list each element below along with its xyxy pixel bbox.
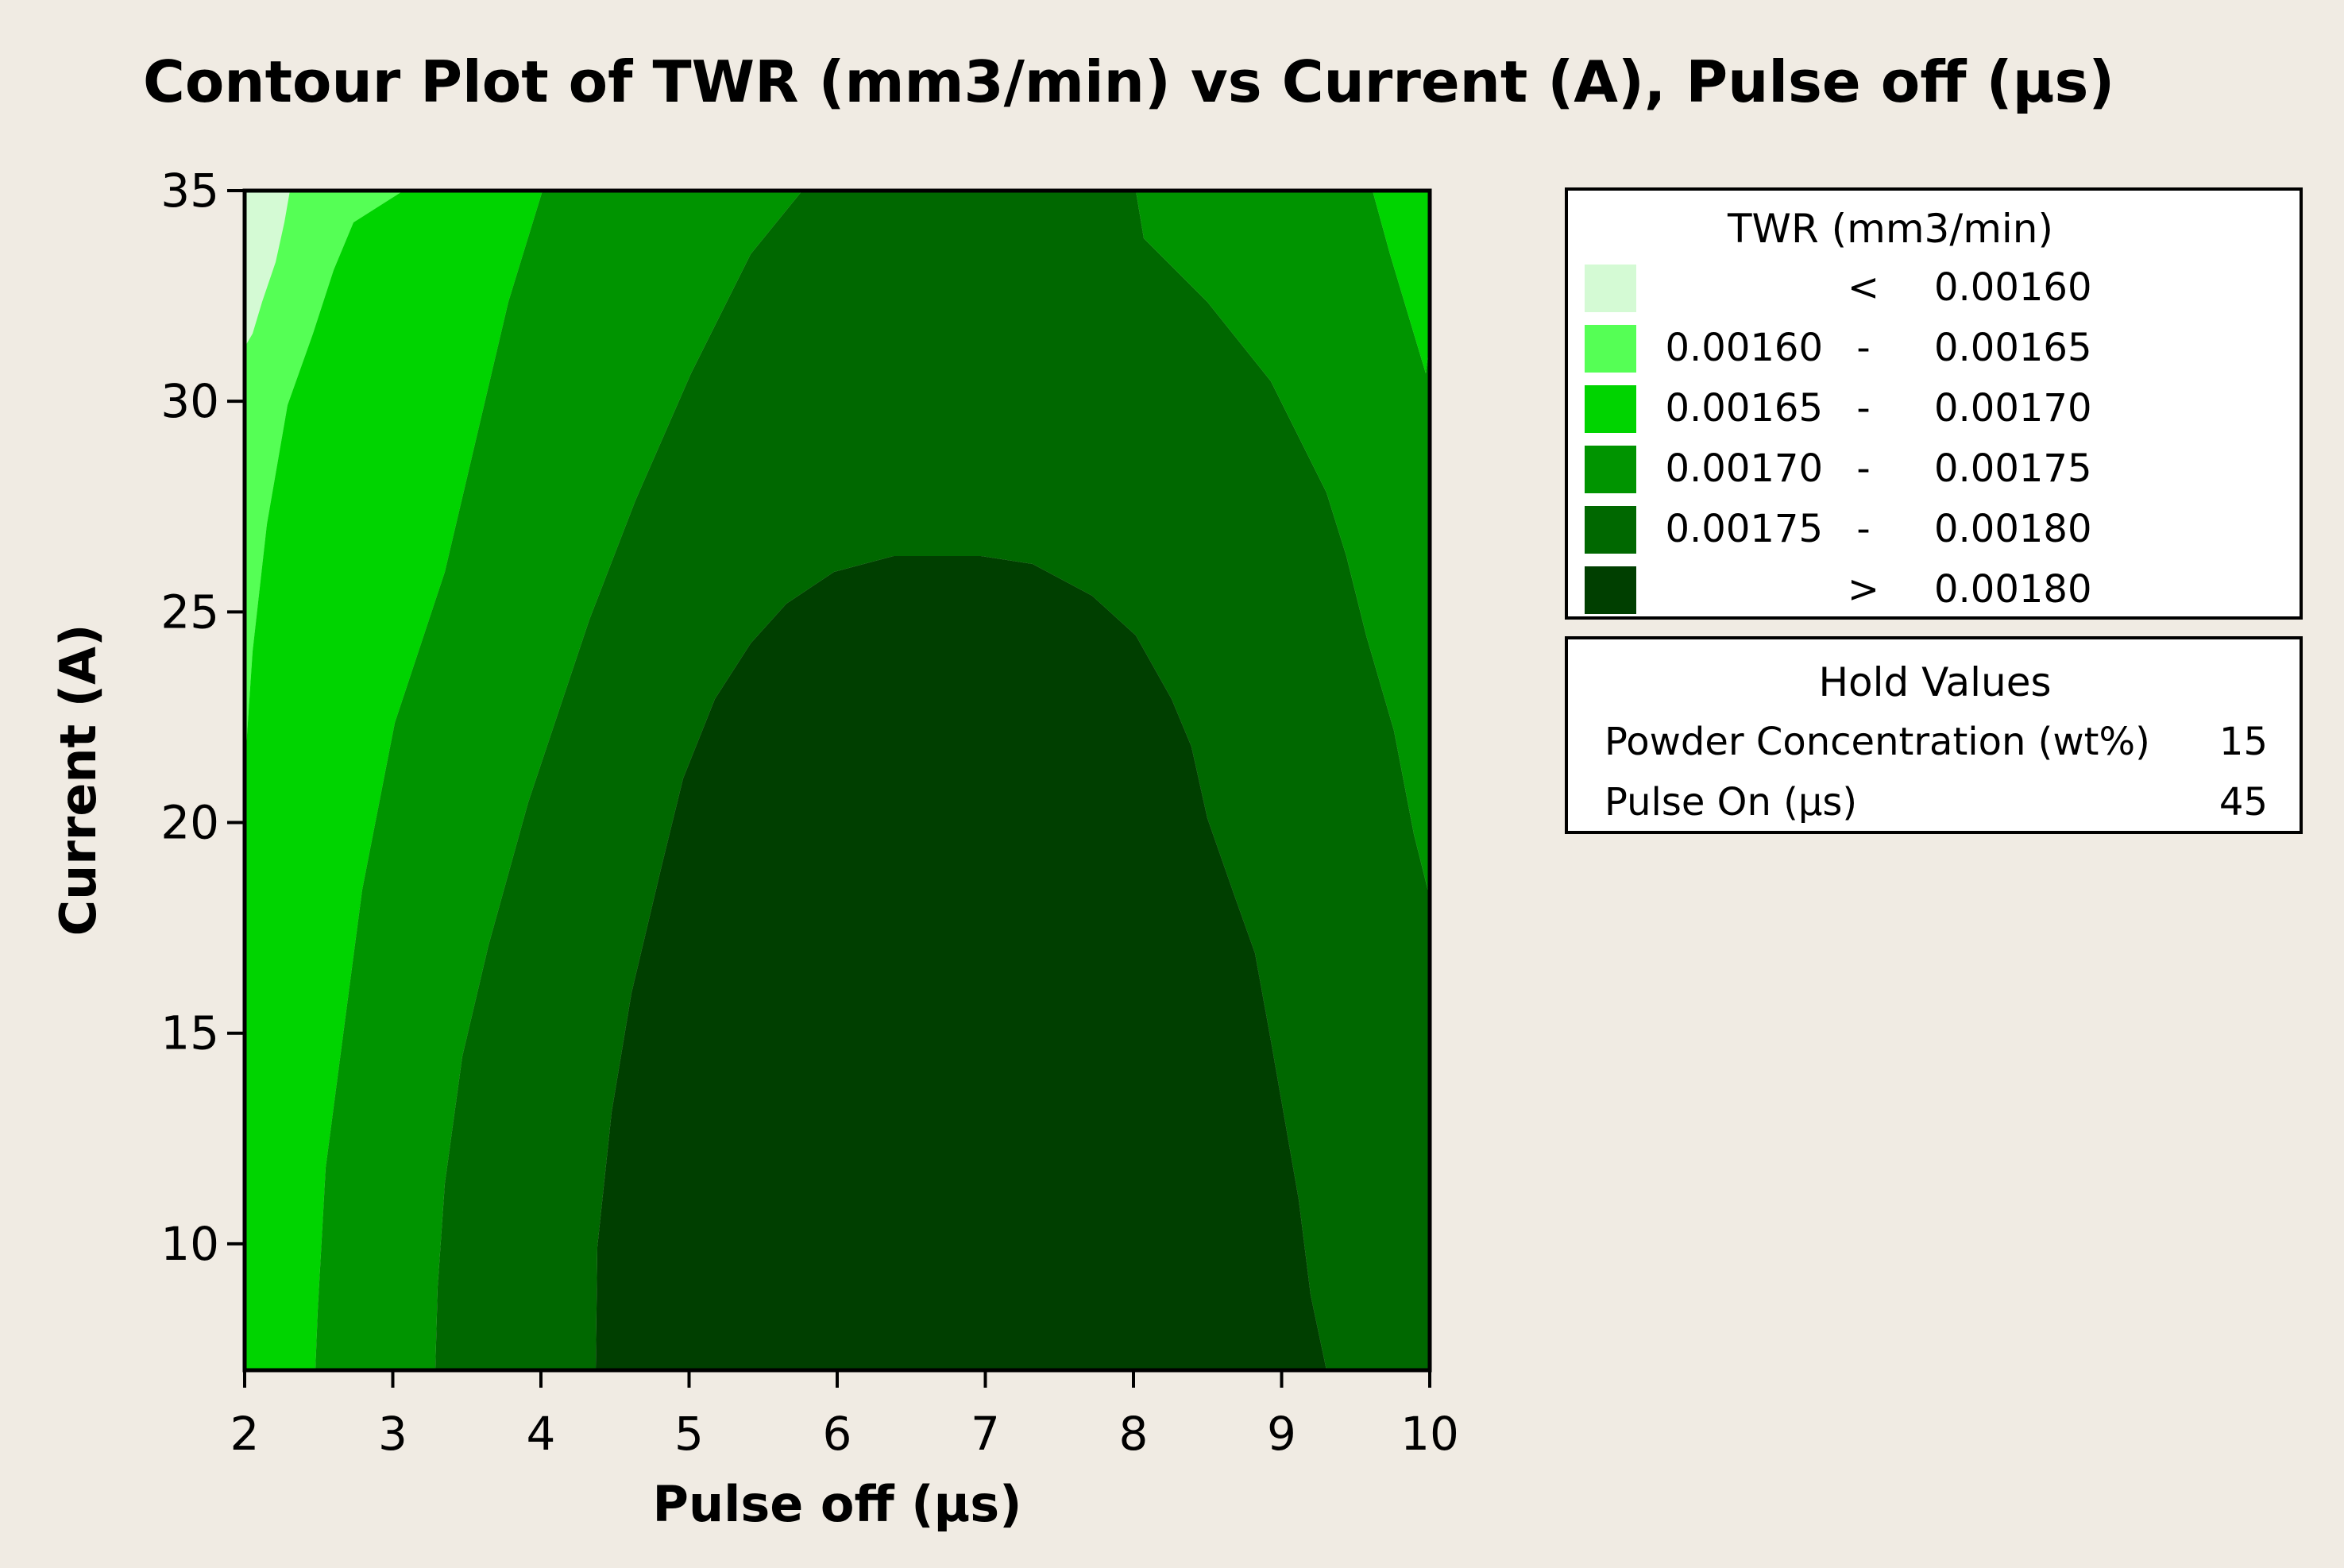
legend-swatch: [1585, 265, 1636, 312]
legend-high: 0.00170: [1934, 386, 2092, 431]
hold-value-number: 45: [2219, 780, 2268, 825]
legend-sep: -: [1856, 386, 1870, 431]
region-lt-0.00160: [245, 191, 290, 347]
legend-low: 0.00175: [1666, 507, 1824, 551]
legend-sep: -: [1856, 507, 1870, 551]
legend-high: 0.00180: [1934, 507, 2092, 551]
legend-high: 0.00175: [1934, 446, 2092, 491]
y-tick-label: 35: [160, 164, 219, 218]
hold-values-rows: Powder Concentration (wt%) 15 Pulse On (µs…: [1605, 720, 2268, 825]
y-tick-label: 25: [160, 585, 219, 639]
hold-values: Hold Values Powder Concentration (wt%) 15…: [1565, 636, 2303, 834]
y-tick-label: 20: [160, 796, 219, 850]
legend-low: 0.00170: [1666, 446, 1824, 491]
hold-value-number: 15: [2219, 720, 2268, 764]
y-tick-label: 15: [160, 1006, 219, 1060]
x-tick-label: 6: [823, 1407, 852, 1461]
hold-value-label: Powder Concentration (wt%): [1605, 720, 2150, 764]
x-tick-label: 9: [1267, 1407, 1296, 1461]
legend-sep: <: [1848, 265, 1879, 310]
region-0.00165-0.00170-right: [1373, 191, 1430, 373]
x-tick-label: 4: [527, 1407, 556, 1461]
x-axis-label: Pulse off (µs): [653, 1475, 1022, 1533]
x-tick-label: 2: [230, 1407, 260, 1461]
legend: TWR (mm3/min) <0.001600.00160-0.001650.0…: [1565, 187, 2303, 620]
legend-sep: >: [1848, 567, 1879, 612]
region-0.00170-0.00175-right: [1136, 191, 1430, 1370]
hold-values-frame: [1565, 636, 2303, 834]
region-0.00175-0.00180: [435, 191, 1430, 1370]
legend-high: 0.00180: [1934, 567, 2092, 612]
legend-frame: [1565, 187, 2303, 620]
region-0.00165-0.00170-left: [245, 191, 543, 1370]
y-axis: 10 15 20 25 30 35: [160, 164, 245, 1271]
region-0.00170-0.00175-left: [315, 191, 802, 1370]
legend-high: 0.00165: [1934, 326, 2092, 370]
legend-low: 0.00165: [1666, 386, 1824, 431]
x-axis: 2 3 4 5 6 7 8 9 10: [230, 1370, 1459, 1461]
legend-sep: -: [1856, 446, 1870, 491]
y-axis-label: Current (A): [49, 624, 107, 937]
legend-title: TWR (mm3/min): [1727, 206, 2053, 252]
legend-swatch: [1585, 446, 1636, 493]
y-tick-label: 10: [160, 1217, 219, 1271]
region-gt-0.00180: [596, 556, 1326, 1370]
legend-swatch: [1585, 385, 1636, 433]
x-tick-label: 8: [1119, 1407, 1149, 1461]
legend-sep: -: [1856, 326, 1870, 370]
legend-swatch: [1585, 325, 1636, 373]
y-tick-label: 30: [160, 374, 219, 428]
legend-low: 0.00160: [1666, 326, 1824, 370]
legend-swatch: [1585, 506, 1636, 554]
x-tick-label: 7: [971, 1407, 1000, 1461]
x-tick-label: 5: [674, 1407, 704, 1461]
x-tick-label: 10: [1400, 1407, 1459, 1461]
hold-value-label: Pulse On (µs): [1605, 780, 1857, 825]
legend-high: 0.00160: [1934, 265, 2092, 310]
x-tick-label: 3: [378, 1407, 407, 1461]
hold-values-title: Hold Values: [1818, 659, 2051, 705]
legend-swatch: [1585, 566, 1636, 614]
contour-regions: [245, 191, 1430, 1370]
chart-title: Contour Plot of TWR (mm3/min) vs Current…: [143, 48, 2114, 115]
region-0.00160-0.00165: [245, 191, 404, 794]
legend-entries: <0.001600.00160-0.001650.00165-0.001700.…: [1585, 265, 2092, 614]
